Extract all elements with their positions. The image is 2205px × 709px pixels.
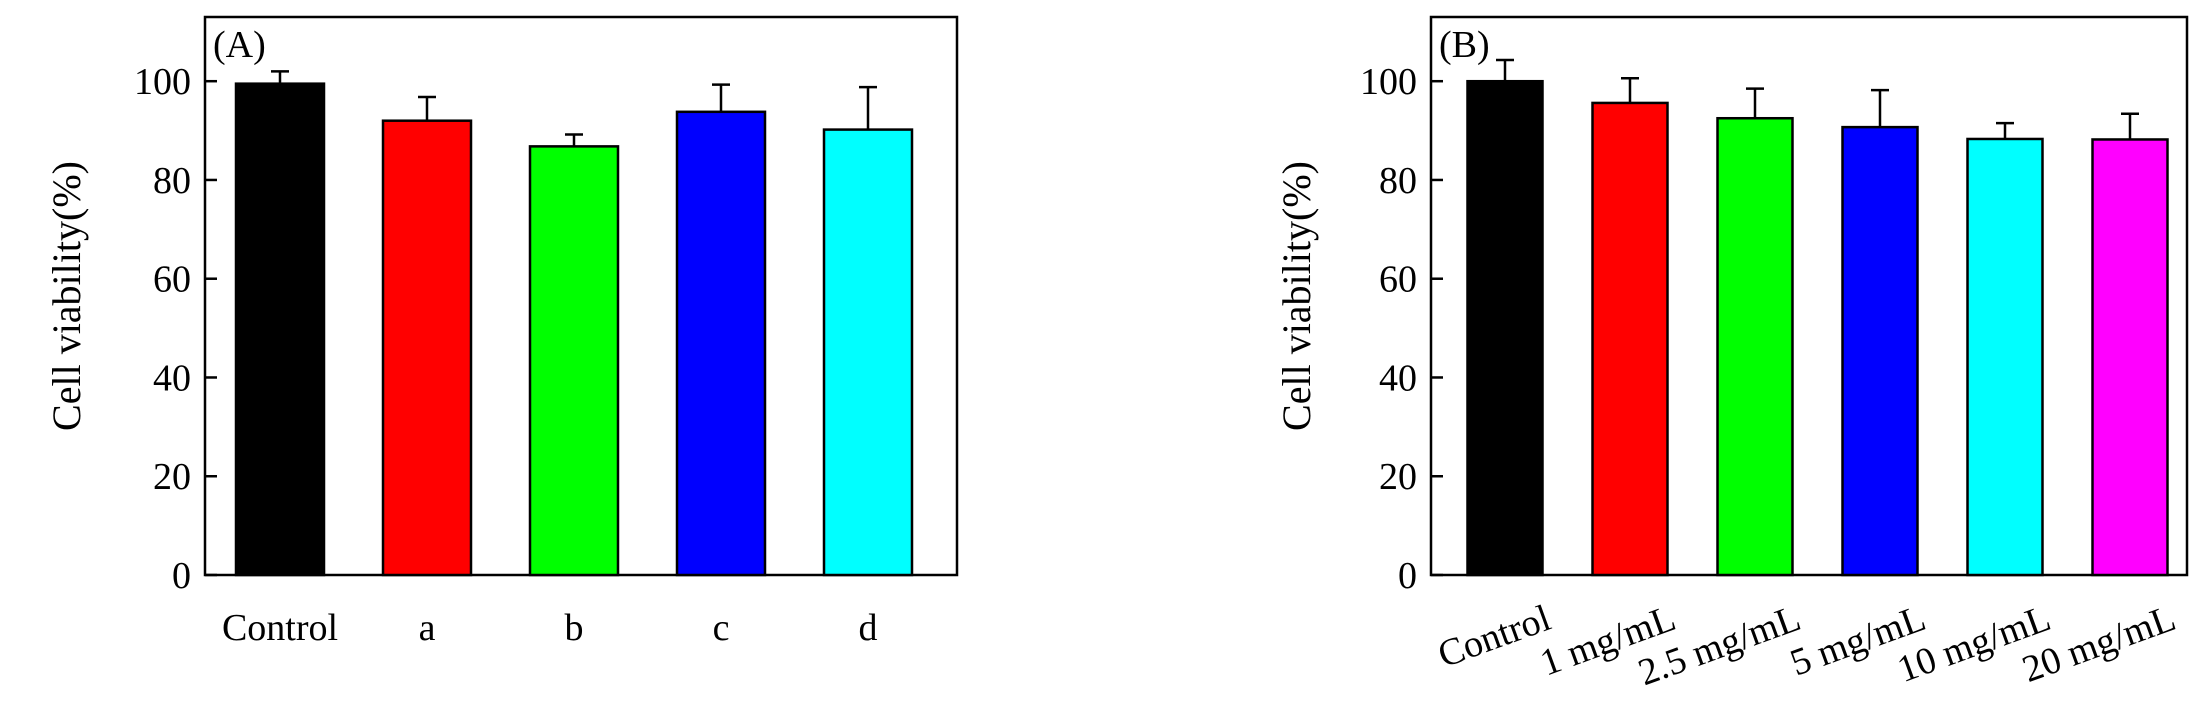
bar xyxy=(1966,137,2044,577)
x-tick-label: a xyxy=(419,607,436,649)
bar xyxy=(1466,79,1544,577)
bar xyxy=(675,110,767,577)
y-tick-label: 20 xyxy=(153,456,191,498)
x-tick-label: c xyxy=(713,607,730,649)
x-tick-label: Control xyxy=(1433,597,1556,676)
bar xyxy=(528,145,620,577)
panel-label: (A) xyxy=(213,24,266,66)
bar xyxy=(1716,116,1794,577)
chart-panel-0: 0 20 40 60 80 100 Cell viability(%) (A) Control a… xyxy=(44,15,959,649)
y-tick-label: 20 xyxy=(1379,456,1417,498)
y-tick-label: 100 xyxy=(134,61,191,103)
x-tick-label: Control xyxy=(222,607,338,649)
y-tick-label: 0 xyxy=(172,555,191,597)
x-tick-label: d xyxy=(859,607,878,649)
bar xyxy=(822,128,914,577)
y-tick-label: 60 xyxy=(1379,259,1417,301)
y-axis-label: Cell viability(%) xyxy=(44,161,89,431)
y-axis-label: Cell viability(%) xyxy=(1274,161,1319,431)
bar xyxy=(1841,125,1919,577)
x-tick-label: b xyxy=(565,607,584,649)
y-tick-label: 0 xyxy=(1398,555,1417,597)
y-tick-label: 100 xyxy=(1360,61,1417,103)
bar xyxy=(2091,138,2169,577)
panel-label: (B) xyxy=(1439,24,1490,66)
y-tick-label: 80 xyxy=(153,160,191,202)
bar xyxy=(381,119,473,577)
bar xyxy=(1591,101,1669,577)
bar xyxy=(234,82,326,577)
y-tick-label: 40 xyxy=(1379,357,1417,399)
y-tick-label: 80 xyxy=(1379,160,1417,202)
y-tick-label: 60 xyxy=(153,259,191,301)
plot-frame xyxy=(1429,15,2189,577)
y-tick-label: 40 xyxy=(153,357,191,399)
